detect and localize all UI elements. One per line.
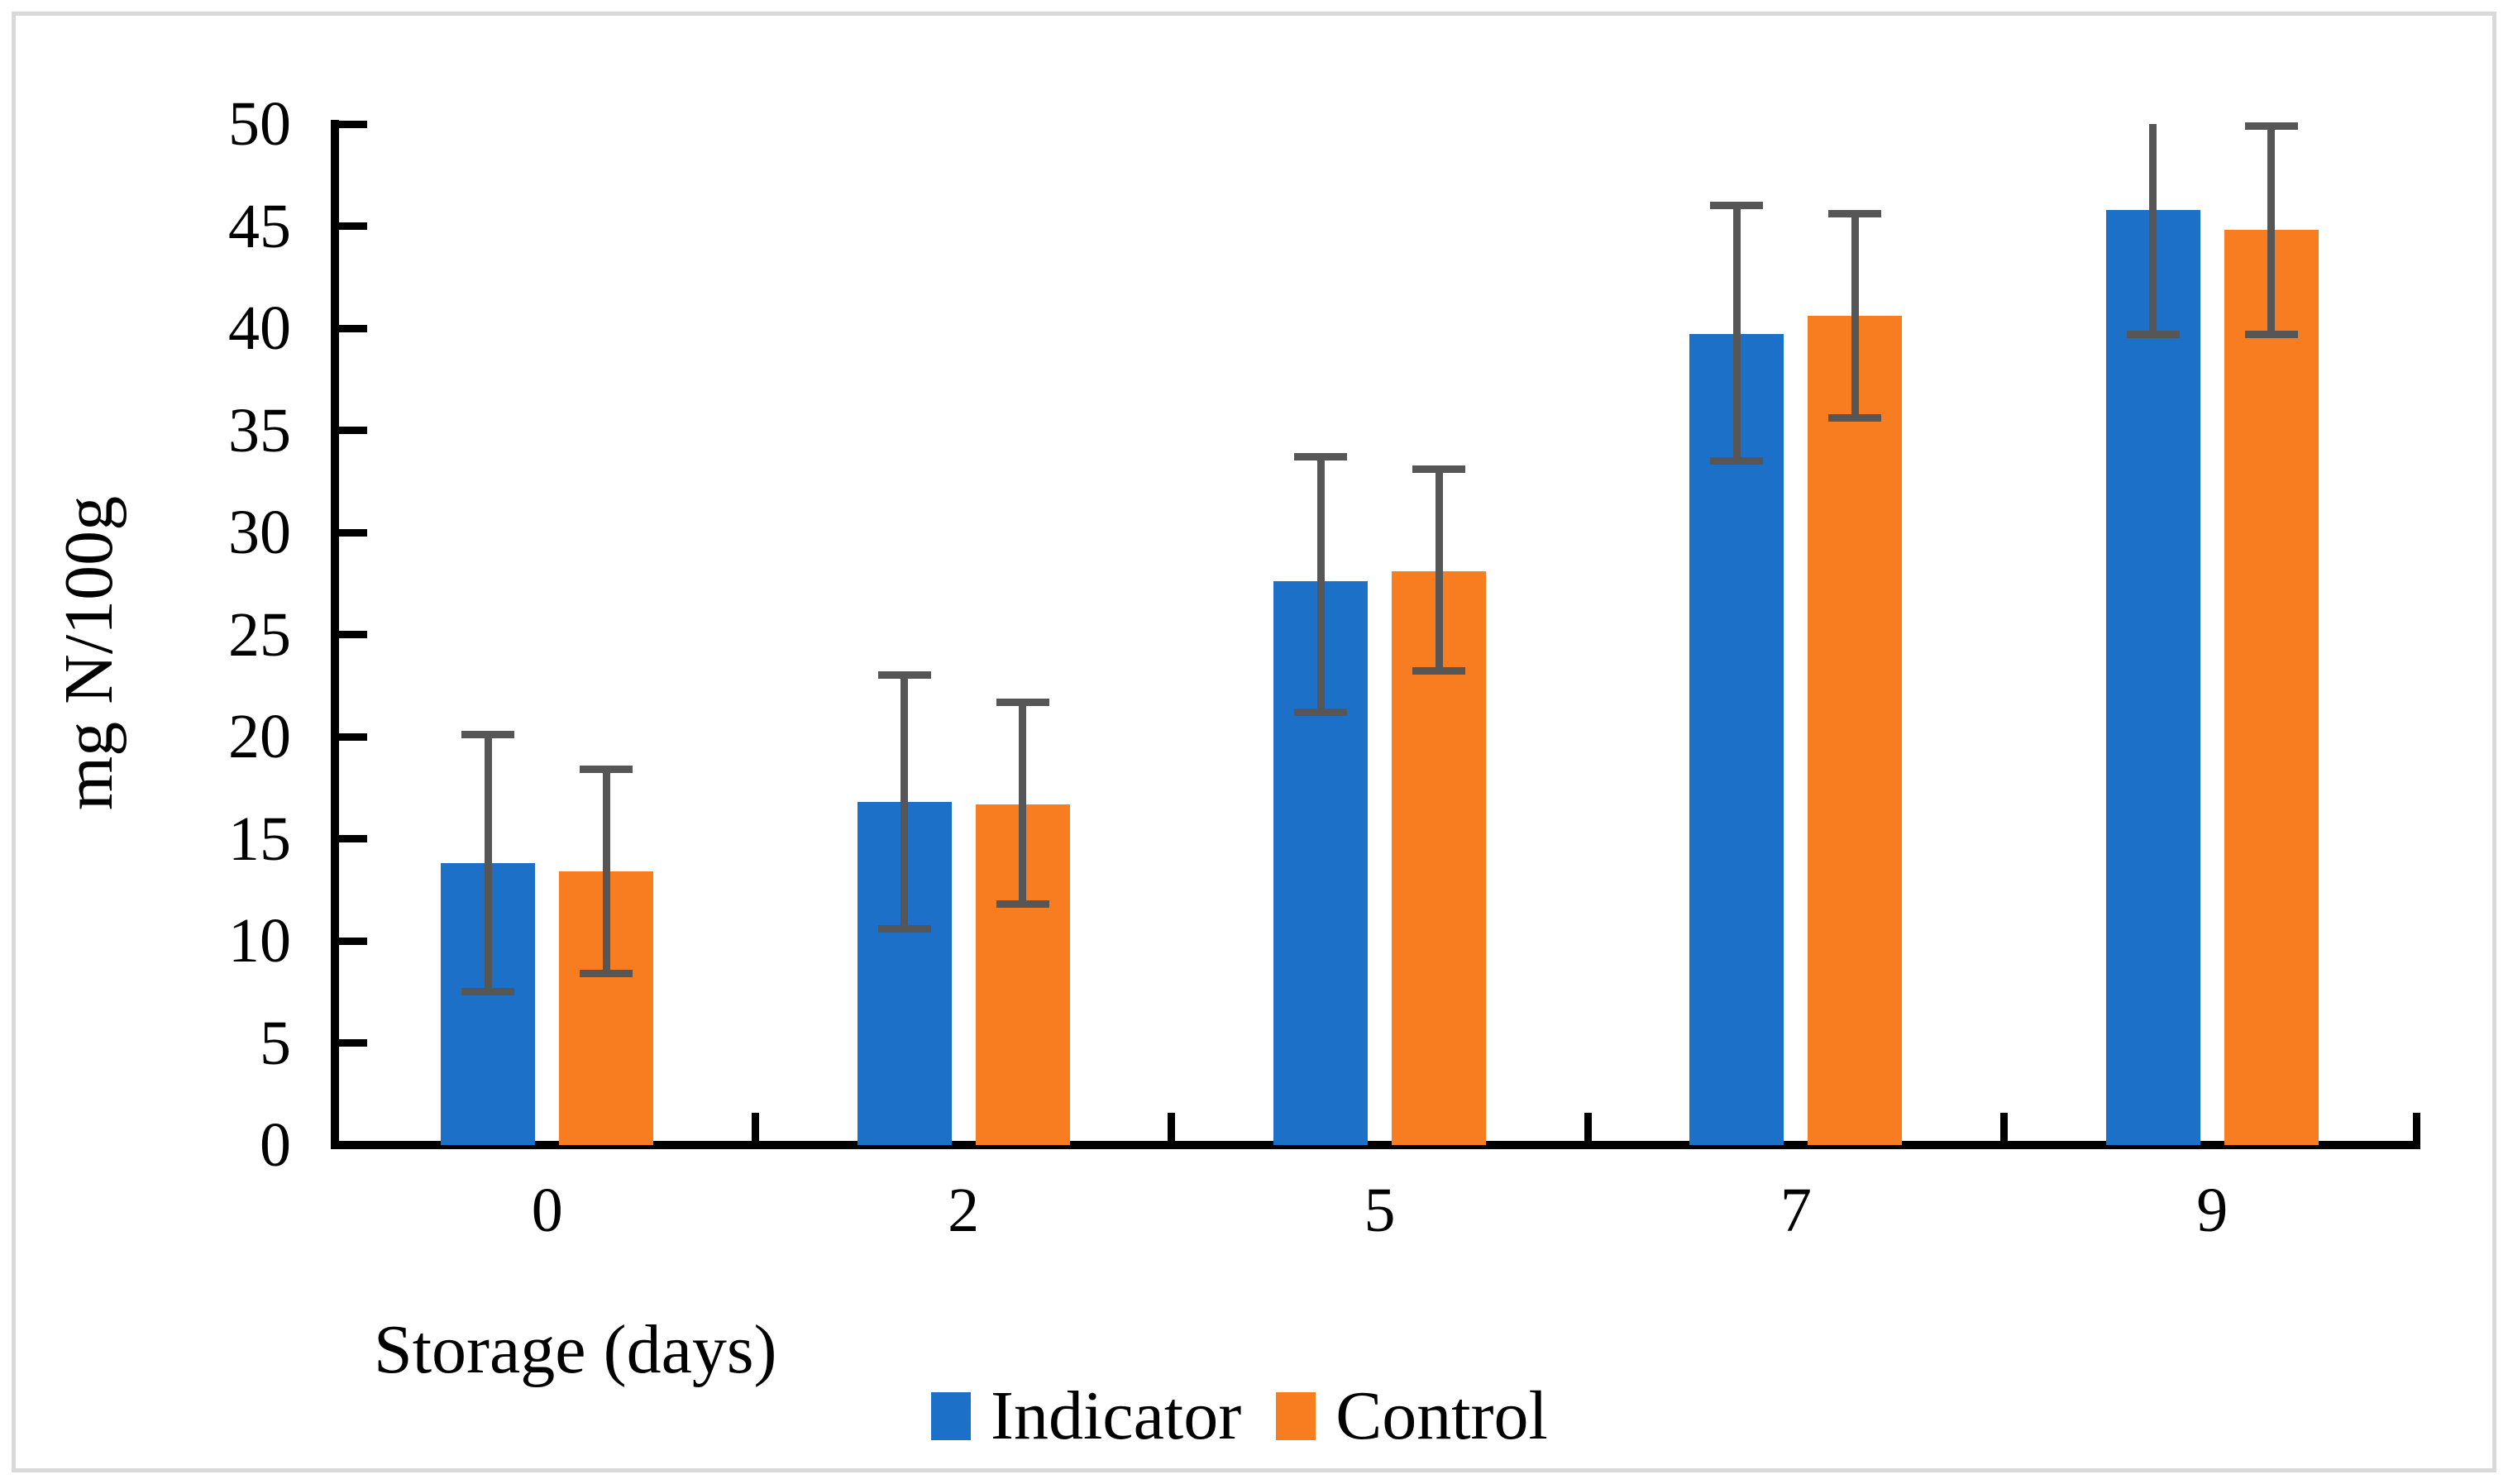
legend-swatch-indicator (931, 1392, 971, 1440)
figure-border (12, 12, 2496, 1472)
x-tick-label: 0 (531, 1176, 563, 1245)
error-bar-cap-bottom (2126, 330, 2180, 338)
error-bar-line (1435, 469, 1443, 671)
error-bar-cap-top (996, 698, 1049, 706)
x-axis-end-tick (2413, 1113, 2420, 1145)
x-axis-title: Storage (days) (374, 1311, 777, 1388)
y-axis-line (331, 120, 339, 1149)
error-bar-cap-top (2244, 122, 2298, 130)
bar-control-day9 (2224, 230, 2319, 1145)
error-bar-cap-bottom (996, 900, 1049, 909)
y-tick-label: 30 (228, 498, 291, 567)
error-bar-cap-top (1412, 465, 1465, 473)
y-tick-label: 20 (228, 702, 291, 771)
error-bar-line (1019, 702, 1027, 904)
x-axis-tick (751, 1113, 759, 1141)
error-bar-cap-top (1294, 453, 1347, 461)
error-bar-cap-top (461, 731, 515, 739)
bar-control-day7 (1808, 316, 1903, 1145)
error-bar-cap-top (877, 671, 931, 680)
y-axis-tick (339, 937, 367, 945)
error-bar-line (2149, 124, 2157, 335)
y-axis-tick (339, 631, 367, 638)
y-tick-label: 35 (228, 395, 291, 465)
y-tick-label: 45 (228, 191, 291, 261)
error-bar-line (2267, 126, 2276, 335)
error-bar-cap-bottom (1828, 414, 1882, 422)
x-tick-label: 5 (1364, 1176, 1396, 1245)
legend-item-indicator: Indicator (931, 1379, 1241, 1453)
x-tick-label: 2 (948, 1176, 980, 1245)
y-tick-label: 25 (228, 599, 291, 670)
error-bar-line (602, 769, 610, 974)
y-tick-label: 50 (228, 89, 291, 159)
error-bar-line (900, 675, 909, 929)
error-bar-cap-top (1828, 210, 1882, 218)
y-axis-tick (339, 222, 367, 230)
bar-indicator-day9 (2105, 209, 2200, 1145)
x-axis-tick (1584, 1113, 1592, 1141)
error-bar-line (1316, 456, 1325, 713)
y-axis-tick (339, 1039, 367, 1047)
legend-label-indicator: Indicator (991, 1377, 1242, 1454)
bar-indicator-day7 (1689, 334, 1784, 1145)
y-tick-label: 10 (228, 906, 291, 976)
legend: Indicator Control (931, 1379, 1583, 1453)
y-axis-tick (339, 835, 367, 842)
error-bar-cap-bottom (1710, 457, 1764, 465)
y-tick-label: 40 (228, 293, 291, 363)
y-axis-tick (339, 732, 367, 741)
error-bar-cap-bottom (877, 924, 931, 933)
y-tick-label: 5 (260, 1008, 291, 1078)
y-axis-tick (339, 120, 367, 128)
y-axis-tick (339, 324, 367, 332)
x-axis-tick (2000, 1113, 2009, 1141)
error-bar-cap-top (580, 766, 633, 774)
x-axis-tick (1168, 1113, 1176, 1141)
error-bar-cap-top (1710, 202, 1764, 210)
legend-item-control: Control (1276, 1379, 1548, 1453)
error-bar-cap-bottom (2244, 330, 2298, 338)
y-tick-label: 0 (260, 1110, 291, 1180)
error-bar-cap-bottom (580, 970, 633, 978)
legend-label-control: Control (1335, 1377, 1548, 1454)
error-bar-cap-bottom (461, 988, 515, 996)
error-bar-line (1851, 213, 1859, 418)
y-tick-label: 15 (228, 804, 291, 874)
error-bar-line (484, 734, 492, 992)
x-axis-line (331, 1141, 2420, 1149)
error-bar-line (1732, 205, 1741, 461)
y-axis-tick (339, 427, 367, 434)
x-tick-label: 9 (2196, 1176, 2229, 1245)
error-bar-cap-bottom (1412, 667, 1465, 675)
error-bar-cap-bottom (1294, 708, 1347, 716)
y-axis-tick (339, 528, 367, 537)
x-tick-label: 7 (1779, 1176, 1812, 1245)
legend-swatch-control (1276, 1392, 1316, 1440)
